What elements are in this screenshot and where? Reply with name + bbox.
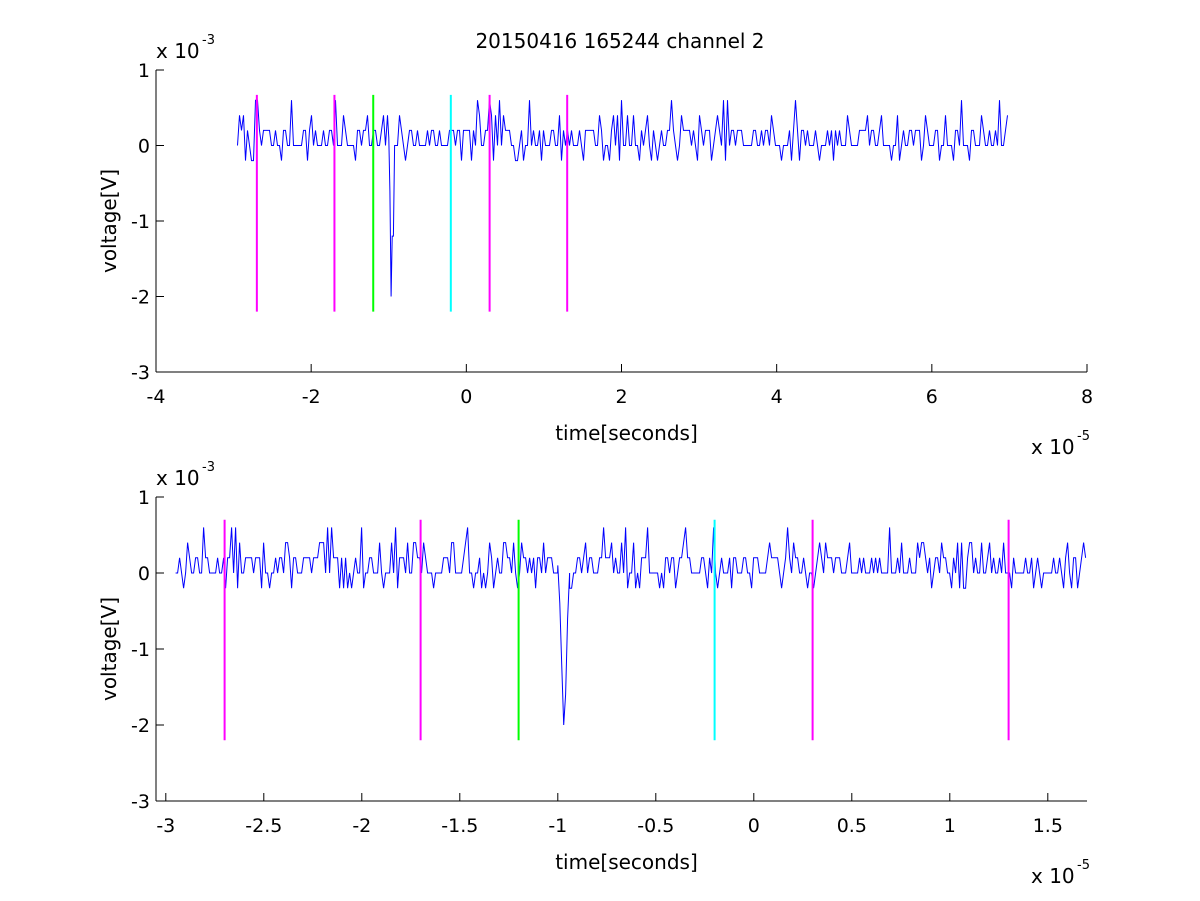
top-x-tick-label: -2 bbox=[302, 386, 321, 408]
top-x-tick-label: 6 bbox=[926, 386, 938, 408]
bottom-x-tick-label: -3 bbox=[156, 815, 175, 837]
bottom-x-tick-label: -0.5 bbox=[637, 815, 674, 837]
bottom-y-tick-label: 1 bbox=[138, 487, 150, 509]
bottom-x-tick-label: -1 bbox=[548, 815, 567, 837]
top-axes: -4 -2 0 2 4 6 8 -3 -2 -1 0 1 time[seconds] voltage[V]… bbox=[97, 33, 1093, 459]
bottom-signal-line bbox=[175, 527, 1087, 726]
bottom-axes: -3 -2.5 -2 -1.5 -1 -0.5 0 0.5 1 1.5 -3 -2 -1 0 1 time[s… bbox=[97, 460, 1090, 888]
top-y-tick-label: -3 bbox=[131, 362, 150, 384]
top-x-tick-label: 0 bbox=[460, 386, 472, 408]
bottom-x-tick-label: 0.5 bbox=[837, 815, 867, 837]
bottom-x-tick-label: -1.5 bbox=[441, 815, 478, 837]
top-x-tick-label: 4 bbox=[771, 386, 783, 408]
bottom-x-tick-label: 1.5 bbox=[1033, 815, 1063, 837]
bottom-x-tick-label: 1 bbox=[944, 815, 956, 837]
bottom-y-multiplier: x 10 bbox=[156, 466, 200, 490]
bottom-y-axis-label: voltage[V] bbox=[97, 597, 121, 701]
top-x-multiplier: x 10 bbox=[1031, 435, 1075, 459]
bottom-x-tick-label: 0 bbox=[748, 815, 760, 837]
top-y-multiplier: x 10 bbox=[156, 39, 200, 63]
bottom-y-multiplier-exponent: -3 bbox=[202, 460, 215, 475]
top-x-axis-label: time[seconds] bbox=[555, 421, 698, 445]
bottom-y-tick-label: 0 bbox=[138, 563, 150, 585]
top-y-tick-label: 0 bbox=[138, 136, 150, 158]
top-x-tick-label: -4 bbox=[147, 386, 166, 408]
top-y-tick-label: -1 bbox=[131, 211, 150, 233]
top-y-axis-label: voltage[V] bbox=[97, 169, 121, 273]
top-x-multiplier-exponent: -5 bbox=[1077, 429, 1090, 444]
top-y-tick-label: -2 bbox=[131, 287, 150, 309]
bottom-x-multiplier-exponent: -5 bbox=[1077, 858, 1090, 873]
top-y-tick-label: 1 bbox=[138, 60, 150, 82]
bottom-x-tick-label: -2.5 bbox=[245, 815, 282, 837]
top-signal-line bbox=[237, 99, 1008, 297]
figure-title: 20150416 165244 channel 2 bbox=[475, 29, 764, 53]
top-y-multiplier-exponent: -3 bbox=[202, 33, 215, 48]
bottom-y-tick-label: -2 bbox=[131, 715, 150, 737]
top-x-tick-label: 2 bbox=[615, 386, 627, 408]
bottom-y-tick-label: -3 bbox=[131, 791, 150, 813]
bottom-y-tick-label: -1 bbox=[131, 639, 150, 661]
bottom-x-axis-label: time[seconds] bbox=[555, 850, 698, 874]
top-x-tick-label: 8 bbox=[1081, 386, 1093, 408]
bottom-x-multiplier: x 10 bbox=[1031, 864, 1075, 888]
bottom-x-tick-label: -2 bbox=[352, 815, 371, 837]
